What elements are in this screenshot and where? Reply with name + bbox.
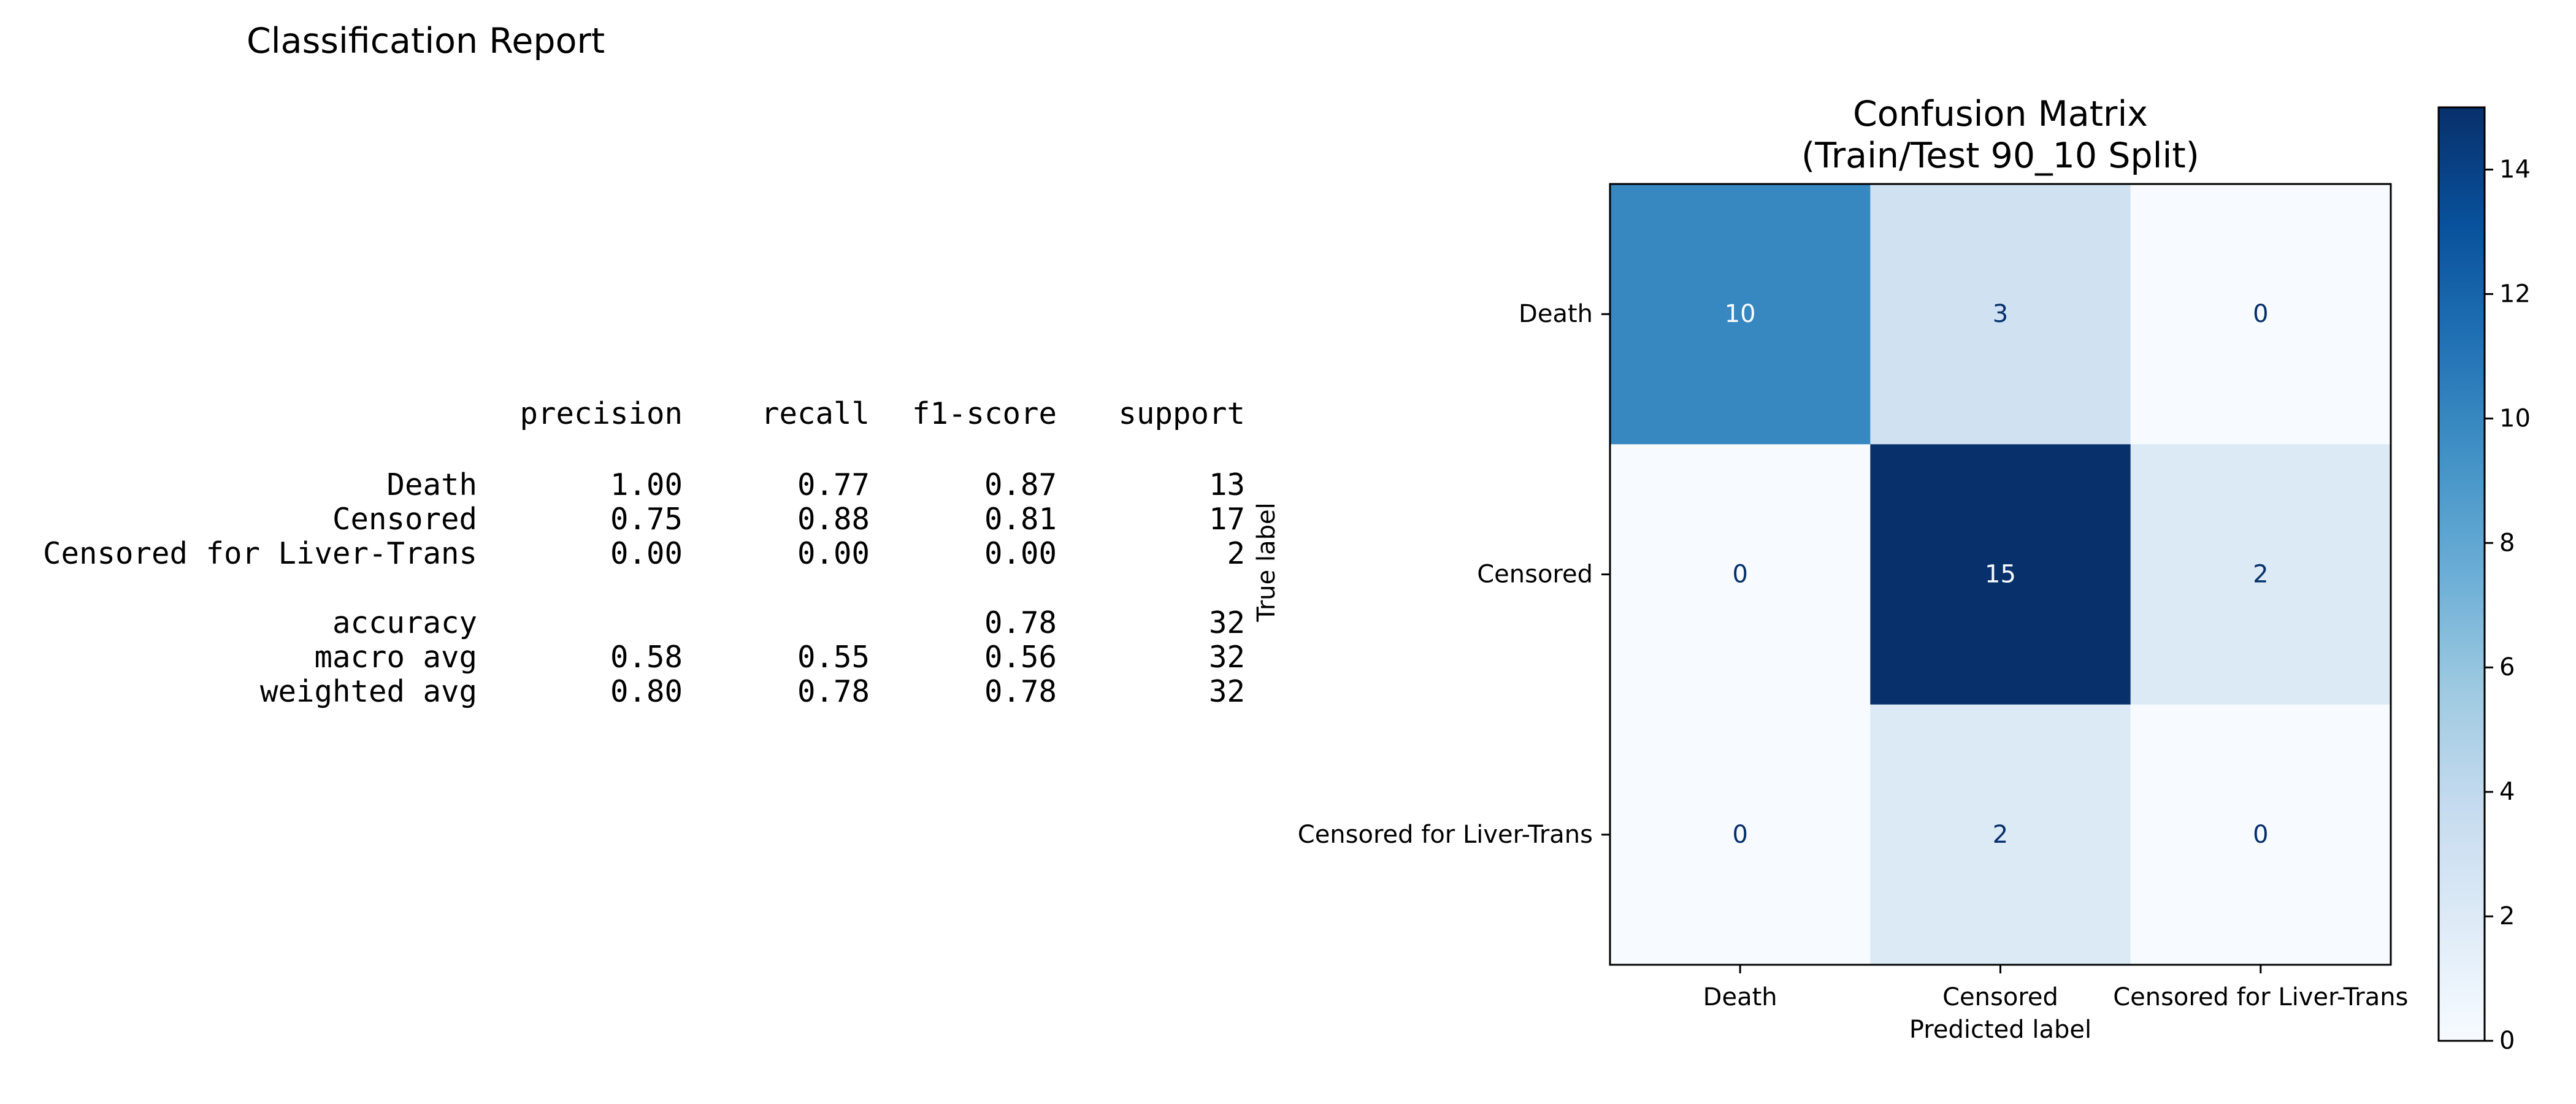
report-cell: 0.58 — [610, 640, 683, 675]
report-cell: 0.87 — [984, 467, 1057, 502]
report-cell: 0.88 — [797, 502, 870, 537]
report-header-recall: recall — [761, 396, 870, 431]
colorbar-tick-label: 4 — [2499, 778, 2515, 806]
chart-subtitle: (Train/Test 90_10 Split) — [1801, 136, 2199, 176]
matrix-cell-value: 0 — [1732, 561, 1747, 589]
report-cell: 13 — [1208, 467, 1245, 502]
report-header-precision: precision — [519, 396, 683, 431]
report-title: Classification Report — [247, 21, 605, 61]
report-cell: 0.80 — [610, 674, 683, 709]
matrix-cell — [1870, 184, 2131, 445]
matrix-cell-value: 15 — [1985, 561, 2016, 589]
report-cell: 0.78 — [984, 605, 1057, 640]
matrix-cell-value: 2 — [1993, 821, 2008, 849]
report-cell: 0.56 — [984, 640, 1057, 675]
colorbar-tick-label: 8 — [2499, 529, 2515, 557]
y-tick-label: Censored for Liver-Trans — [1298, 821, 1593, 849]
report-cell: 32 — [1208, 640, 1245, 675]
report-cell: 17 — [1208, 502, 1245, 537]
report-row-label: accuracy — [332, 605, 477, 640]
matrix-cell — [1870, 704, 2131, 965]
report-row-label: Censored — [332, 502, 477, 537]
report-row-label: Death — [386, 467, 477, 502]
report-cell: 0.78 — [797, 674, 870, 709]
report-cell: 2 — [1227, 536, 1245, 571]
colorbar-tick-label: 14 — [2499, 155, 2531, 183]
report-header-support: support — [1118, 396, 1245, 431]
report-cell: 0.81 — [984, 502, 1057, 537]
y-axis-label: True label — [1252, 502, 1281, 622]
report-cell: 32 — [1208, 605, 1245, 640]
matrix-cell — [1610, 704, 1871, 965]
report-row-label: weighted avg — [259, 674, 477, 709]
matrix-cell — [2130, 444, 2391, 705]
y-tick-label: Censored — [1477, 561, 1593, 589]
classification-report: precision recall f1-score support Death 1.00 0… — [42, 396, 1245, 709]
report-cell: 0.78 — [984, 674, 1057, 709]
matrix-cell-value: 0 — [2253, 821, 2268, 849]
report-cell: 0.77 — [797, 467, 870, 502]
matrix-cell-value: 10 — [1725, 300, 1756, 328]
x-tick-label: Death — [1703, 983, 1777, 1011]
x-axis-label: Predicted label — [1909, 1016, 2091, 1044]
matrix-cell — [1610, 444, 1871, 705]
colorbar-tick-label: 12 — [2499, 280, 2531, 308]
colorbar-tick-label: 10 — [2499, 404, 2531, 432]
report-cell: 1.00 — [610, 467, 683, 502]
colorbar-tick-label: 0 — [2499, 1027, 2515, 1055]
report-row-label: Censored for Liver-Trans — [42, 536, 477, 571]
matrix-cell — [1610, 184, 1871, 445]
report-cell: 0.00 — [984, 536, 1057, 571]
y-tick-label: Death — [1519, 300, 1593, 328]
x-tick-label: Censored — [1942, 983, 2058, 1011]
report-cell: 32 — [1208, 674, 1245, 709]
matrix-cell — [2130, 704, 2391, 965]
report-row-label: macro avg — [314, 640, 477, 675]
matrix-cell-value: 0 — [1732, 821, 1747, 849]
matrix-cell — [1870, 444, 2131, 705]
colorbar-tick-label: 2 — [2499, 902, 2515, 930]
report-cell: 0.00 — [797, 536, 870, 571]
report-cell: 0.55 — [797, 640, 870, 675]
chart-title: Confusion Matrix — [1853, 94, 2148, 134]
matrix-cell-value: 3 — [1993, 300, 2008, 328]
report-cell: 0.00 — [610, 536, 683, 571]
report-header-f1-score: f1-score — [911, 396, 1057, 431]
colorbar-tick-label: 6 — [2499, 653, 2515, 681]
report-cell: 0.75 — [610, 502, 683, 537]
matrix-cell-value: 0 — [2253, 300, 2268, 328]
x-tick-label: Censored for Liver-Trans — [2113, 983, 2408, 1011]
matrix-cell — [2130, 184, 2391, 445]
matrix-cell-value: 2 — [2253, 561, 2268, 589]
colorbar — [2437, 106, 2486, 1042]
